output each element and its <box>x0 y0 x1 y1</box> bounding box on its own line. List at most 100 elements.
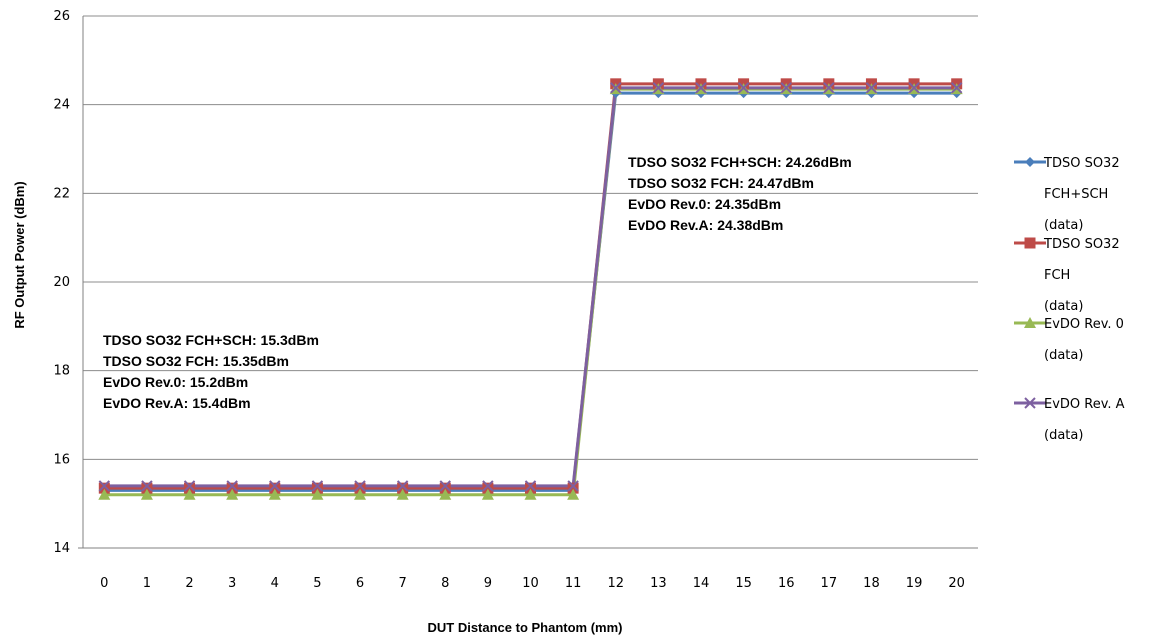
data-point <box>908 82 920 94</box>
x-axis-title: DUT Distance to Phantom (mm) <box>427 620 622 635</box>
data-point <box>567 482 579 494</box>
data-point <box>439 482 451 494</box>
legend-marker <box>1024 317 1036 328</box>
annotation-line: EvDO Rev.0: 15.2dBm <box>103 374 248 390</box>
annotation-line: TDSO SO32 FCH+SCH: 15.3dBm <box>103 332 319 348</box>
data-point <box>141 482 153 494</box>
x-tick-labels: 0 1 2 3 4 5 6 7 8 9 10 11 12 13 14 15 16 17 18 19 20 <box>100 576 965 591</box>
data-point <box>610 82 622 94</box>
data-point <box>950 82 963 94</box>
legend: TDSO SO32 FCH+SCH (data) TDSO SO32 FCH (data)… <box>1014 156 1125 443</box>
data-point <box>396 480 409 492</box>
x-tick-label: 16 <box>778 576 795 591</box>
legend-label: FCH+SCH <box>1044 187 1108 202</box>
series-markers <box>98 78 963 500</box>
legend-label: (data) <box>1044 348 1083 363</box>
data-point <box>184 482 196 494</box>
data-point <box>226 482 238 494</box>
data-point <box>183 488 196 500</box>
y-tick-label: 18 <box>53 364 70 379</box>
data-point <box>567 488 580 500</box>
legend-marker <box>1024 397 1036 409</box>
data-point <box>481 488 494 500</box>
data-point <box>524 480 537 492</box>
series-line <box>104 82 957 490</box>
legend-label: (data) <box>1044 218 1083 233</box>
data-point <box>226 480 238 492</box>
data-point <box>269 482 281 494</box>
x-tick-label: 15 <box>735 576 752 591</box>
data-point <box>695 82 707 94</box>
x-tick-label: 12 <box>607 576 624 591</box>
legend-label: TDSO SO32 <box>1043 237 1120 252</box>
annotation-line: EvDO Rev.0: 24.35dBm <box>628 196 781 212</box>
x-tick-label: 10 <box>522 576 539 591</box>
data-point <box>140 488 153 500</box>
x-tick-label: 7 <box>399 576 407 591</box>
x-tick-label: 9 <box>484 576 492 591</box>
data-point <box>652 82 665 94</box>
legend-marker <box>1024 237 1036 249</box>
y-tick-label: 14 <box>53 541 70 556</box>
legend-marker <box>1025 157 1035 167</box>
gridlines <box>78 15 978 549</box>
y-tick-label: 24 <box>53 98 70 113</box>
series-lines <box>104 82 957 497</box>
x-tick-label: 18 <box>863 576 880 591</box>
data-point <box>525 482 536 494</box>
y-tick-label: 20 <box>53 275 70 290</box>
y-tick-label: 26 <box>53 9 70 24</box>
legend-label: (data) <box>1044 428 1083 443</box>
x-tick-label: 19 <box>906 576 923 591</box>
series-line <box>104 91 957 492</box>
x-tick-label: 11 <box>565 576 582 591</box>
data-point <box>439 480 451 492</box>
data-point <box>439 488 452 500</box>
data-point <box>865 82 878 94</box>
data-point <box>397 482 409 494</box>
data-point <box>98 488 111 500</box>
data-point <box>311 488 324 500</box>
x-tick-label: 20 <box>948 576 965 591</box>
x-tick-label: 4 <box>271 576 279 591</box>
annotation-line: TDSO SO32 FCH+SCH: 24.26dBm <box>628 154 852 170</box>
legend-label: EvDO Rev. A <box>1044 397 1125 412</box>
annotation-line: EvDO Rev.A: 24.38dBm <box>628 217 783 233</box>
data-point <box>311 480 324 492</box>
data-point <box>141 480 153 492</box>
annotation-line: EvDO Rev.A: 15.4dBm <box>103 395 251 411</box>
x-tick-label: 6 <box>356 576 364 591</box>
series-line <box>104 87 957 497</box>
x-tick-label: 1 <box>143 576 151 591</box>
data-point <box>396 488 409 500</box>
annotations: TDSO SO32 FCH+SCH: 15.3dBm TDSO SO32 FCH:… <box>103 154 852 411</box>
data-point <box>482 482 494 494</box>
x-tick-label: 0 <box>100 576 108 591</box>
x-tick-label: 2 <box>185 576 193 591</box>
data-point <box>737 82 750 94</box>
annotation-line: TDSO SO32 FCH: 15.35dBm <box>103 353 289 369</box>
data-point <box>311 482 323 494</box>
y-tick-label: 16 <box>53 452 70 467</box>
series-line <box>104 86 957 488</box>
data-point <box>354 488 367 500</box>
data-point <box>98 480 111 492</box>
x-tick-label: 5 <box>313 576 321 591</box>
y-axis-title: RF Output Power (dBm) <box>12 181 27 328</box>
data-point <box>780 82 792 94</box>
y-tick-labels: 14 16 18 20 22 24 26 <box>53 9 70 556</box>
annotation-line: TDSO SO32 FCH: 24.47dBm <box>628 175 814 191</box>
legend-label: (data) <box>1044 299 1083 314</box>
data-point <box>183 480 196 492</box>
data-point <box>354 480 366 492</box>
data-point <box>823 82 835 94</box>
data-point <box>226 488 239 500</box>
legend-label: EvDO Rev. 0 <box>1044 317 1124 332</box>
data-point <box>98 482 110 494</box>
x-tick-label: 8 <box>441 576 449 591</box>
data-point <box>354 482 366 494</box>
legend-label: FCH <box>1044 268 1070 283</box>
x-tick-label: 3 <box>228 576 236 591</box>
data-point <box>268 488 281 500</box>
